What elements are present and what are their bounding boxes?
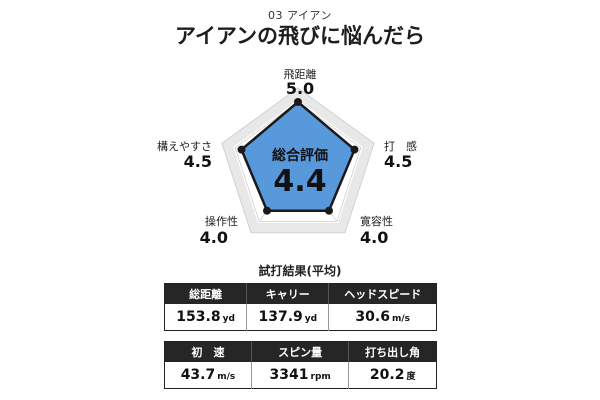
axis-label-distance: 飛距離 <box>283 68 317 81</box>
results-cell: 30.6 m/s <box>328 304 437 331</box>
axis-value-distance: 5.0 <box>285 79 315 98</box>
results-header: ヘッドスピード <box>328 283 437 304</box>
results-cell: 43.7 m/s <box>164 362 252 389</box>
results-unit: 度 <box>406 372 416 382</box>
results-value: 20.2 <box>369 367 405 383</box>
results-header: 総距離 <box>164 283 247 304</box>
axis-label-forgiveness: 寛容性 <box>360 215 393 228</box>
results-value: 153.8 <box>176 309 221 325</box>
radar-point <box>237 145 246 154</box>
axis-label-feel: 打 感 <box>384 140 417 153</box>
results-unit: m/s <box>391 314 410 324</box>
results-value: 3341 <box>269 367 309 383</box>
radar-chart <box>221 87 375 234</box>
results-value: 137.9 <box>258 309 303 325</box>
results-table-2: 初 速 スピン量 打ち出し角 43.7 m/s 3341 rpm 20.2 度 <box>164 341 437 389</box>
results-unit: m/s <box>217 372 236 382</box>
results-header: 打ち出し角 <box>348 341 437 362</box>
axis-label-address: 構えやすさ <box>157 140 212 153</box>
results-unit: rpm <box>310 372 331 382</box>
results-unit: yd <box>222 314 235 324</box>
results-cell: 137.9 yd <box>246 304 329 331</box>
axis-value-workability: 4.0 <box>199 228 228 247</box>
results-header: 初 速 <box>164 341 252 362</box>
radar-point <box>294 98 302 106</box>
results-cell: 3341 rpm <box>250 362 349 389</box>
overall-rating-label: 総合評価 <box>272 148 328 164</box>
axis-value-forgiveness: 4.0 <box>360 228 389 247</box>
overall-rating-value: 4.4 <box>273 164 327 199</box>
page-subtitle: 03 アイアン <box>267 9 332 22</box>
radar-data-area <box>240 100 356 212</box>
radar-grid-ring <box>234 101 362 222</box>
results-cell: 153.8 yd <box>164 304 247 331</box>
radar-point <box>325 206 333 215</box>
results-header: キャリー <box>246 283 329 304</box>
results-value: 43.7 <box>180 367 216 383</box>
axis-value-feel: 4.5 <box>384 152 413 171</box>
results-title: 試打結果(平均) <box>258 264 342 278</box>
page-title: アイアンの飛びに悩んだら <box>174 24 426 48</box>
results-value: 30.6 <box>355 309 390 325</box>
radar-point <box>350 145 359 154</box>
radar-point <box>263 206 271 215</box>
results-table-1: 総距離 キャリー ヘッドスピード 153.8 yd 137.9 yd 30.6 m/s <box>164 283 437 331</box>
axis-label-workability: 操作性 <box>205 215 238 228</box>
axis-value-address: 4.5 <box>183 152 212 171</box>
results-cell: 20.2 度 <box>348 362 437 389</box>
results-unit: yd <box>304 314 318 324</box>
results-header: スピン量 <box>250 341 349 362</box>
